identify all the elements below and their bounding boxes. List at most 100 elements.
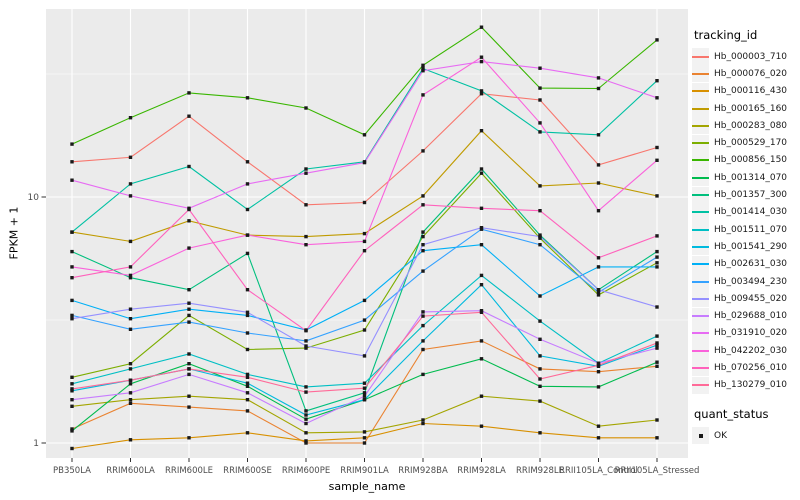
point-Hb_000116_430 bbox=[538, 431, 542, 435]
point-Hb_031910_020 bbox=[538, 66, 542, 70]
point-Hb_000003_710 bbox=[187, 114, 191, 118]
point-Hb_001314_070 bbox=[245, 384, 250, 388]
point-Hb_000165_160 bbox=[128, 239, 133, 244]
point-Hb_001414_030 bbox=[479, 89, 484, 93]
point-Hb_001357_300 bbox=[128, 276, 133, 280]
point-Hb_002631_030 bbox=[479, 243, 484, 247]
x-tick-label: RRIM901LA bbox=[340, 466, 389, 476]
legend-key-swatch bbox=[692, 82, 709, 100]
point-Hb_031910_020 bbox=[304, 171, 308, 175]
point-Hb_000116_430 bbox=[128, 438, 133, 442]
point-Hb_000116_430 bbox=[479, 424, 484, 428]
point-Hb_130279_010 bbox=[596, 363, 601, 367]
point-Hb_000283_080 bbox=[187, 394, 191, 398]
point-Hb_000116_430 bbox=[304, 439, 308, 443]
legend-line-icon bbox=[692, 107, 709, 110]
legend-item-label: Hb_001314_070 bbox=[714, 172, 788, 183]
legend-item: Hb_070256_010 bbox=[692, 359, 800, 377]
legend-key-swatch bbox=[692, 169, 709, 187]
point-Hb_001357_300 bbox=[655, 249, 659, 254]
legend-item: Hb_002631_030 bbox=[692, 255, 800, 273]
legend-key-swatch bbox=[692, 48, 709, 66]
point-Hb_001314_070 bbox=[421, 372, 425, 377]
point-Hb_000076_020 bbox=[128, 401, 133, 405]
legend-item-label: Hb_070256_010 bbox=[714, 362, 788, 373]
point-Hb_003494_230 bbox=[187, 320, 191, 324]
point-Hb_001511_070 bbox=[245, 372, 250, 377]
point-Hb_000076_020 bbox=[70, 427, 74, 431]
point-Hb_003494_230 bbox=[245, 331, 250, 335]
point-Hb_042202_030 bbox=[304, 243, 308, 247]
legend-item-label: Hb_000165_160 bbox=[714, 103, 788, 114]
x-tick-label: RRIM600SE bbox=[223, 466, 272, 476]
legend-item: Hb_000076_020 bbox=[692, 65, 800, 83]
point-Hb_070256_010 bbox=[70, 276, 74, 280]
point-Hb_009455_020 bbox=[362, 354, 367, 358]
point-Hb_000165_160 bbox=[655, 194, 659, 198]
point-Hb_000283_080 bbox=[304, 431, 308, 435]
point-Hb_000116_430 bbox=[70, 446, 74, 451]
point-Hb_042202_030 bbox=[596, 209, 601, 213]
point-Hb_000076_020 bbox=[538, 367, 542, 371]
legend-item-label: Hb_000003_710 bbox=[714, 51, 788, 62]
point-Hb_000003_710 bbox=[596, 163, 601, 167]
point-Hb_000116_430 bbox=[655, 436, 659, 440]
point-Hb_130279_010 bbox=[245, 375, 250, 379]
point-Hb_000003_710 bbox=[304, 203, 308, 207]
point-Hb_070256_010 bbox=[479, 206, 484, 210]
point-Hb_000116_430 bbox=[596, 436, 601, 440]
point-Hb_003494_230 bbox=[304, 339, 308, 343]
legend-item-label: Hb_029688_010 bbox=[714, 311, 788, 322]
point-Hb_001314_070 bbox=[479, 357, 484, 361]
point-Hb_000283_080 bbox=[70, 404, 74, 408]
point-Hb_000165_160 bbox=[304, 234, 308, 239]
legend: tracking_id Hb_000003_710 Hb_000076_020 Hb… bbox=[692, 28, 800, 445]
legend-line-icon bbox=[692, 211, 709, 214]
legend-item-quant: OK bbox=[692, 427, 800, 445]
legend-key-swatch bbox=[692, 186, 709, 204]
legend-line-icon bbox=[692, 142, 709, 145]
point-Hb_042202_030 bbox=[187, 246, 191, 250]
point-Hb_001414_030 bbox=[304, 167, 308, 171]
point-Hb_000529_170 bbox=[245, 347, 250, 352]
point-Hb_029688_010 bbox=[70, 398, 74, 402]
point-Hb_130279_010 bbox=[479, 310, 484, 314]
point-Hb_001541_290 bbox=[538, 354, 542, 358]
legend-item: Hb_003494_230 bbox=[692, 273, 800, 290]
legend-item-label: Hb_130279_010 bbox=[714, 380, 788, 391]
point-Hb_000165_160 bbox=[596, 181, 601, 185]
point-Hb_000529_170 bbox=[479, 171, 484, 175]
point-Hb_000529_170 bbox=[128, 362, 133, 366]
axis-ticks bbox=[41, 196, 658, 462]
point-Hb_001414_030 bbox=[655, 79, 659, 83]
point-Hb_000165_160 bbox=[479, 129, 484, 133]
point-Hb_031910_020 bbox=[479, 59, 484, 64]
legend-item: Hb_000856_150 bbox=[692, 151, 800, 169]
point-Hb_130279_010 bbox=[128, 378, 133, 382]
point-Hb_002631_030 bbox=[596, 265, 601, 269]
point-Hb_070256_010 bbox=[128, 265, 133, 269]
point-Hb_000856_150 bbox=[538, 86, 542, 90]
point-Hb_000856_150 bbox=[70, 142, 74, 146]
legend-item: Hb_000116_430 bbox=[692, 82, 800, 100]
legend-key-swatch bbox=[692, 238, 709, 256]
x-tick-label: RRIM928LE bbox=[516, 466, 564, 476]
point-Hb_000076_020 bbox=[187, 405, 191, 409]
legend-key-swatch bbox=[692, 203, 709, 221]
point-Hb_000856_150 bbox=[596, 86, 601, 91]
point-Hb_001357_300 bbox=[70, 249, 74, 254]
point-Hb_070256_010 bbox=[245, 288, 250, 292]
point-Hb_001414_030 bbox=[596, 133, 601, 137]
legend-item: Hb_009455_020 bbox=[692, 290, 800, 308]
legend-item-label: Hb_001357_300 bbox=[714, 190, 788, 201]
point-Hb_003494_230 bbox=[362, 318, 367, 322]
point-Hb_003494_230 bbox=[70, 313, 74, 318]
point-Hb_029688_010 bbox=[655, 346, 659, 350]
legend-item-label: Hb_042202_030 bbox=[714, 345, 788, 356]
point-Hb_000003_710 bbox=[421, 149, 425, 153]
legend-key-swatch bbox=[692, 100, 709, 118]
legend-item-label: Hb_031910_020 bbox=[714, 328, 788, 339]
legend-item: Hb_000165_160 bbox=[692, 100, 800, 118]
point-Hb_000283_080 bbox=[245, 398, 250, 402]
point-Hb_130279_010 bbox=[421, 314, 425, 318]
